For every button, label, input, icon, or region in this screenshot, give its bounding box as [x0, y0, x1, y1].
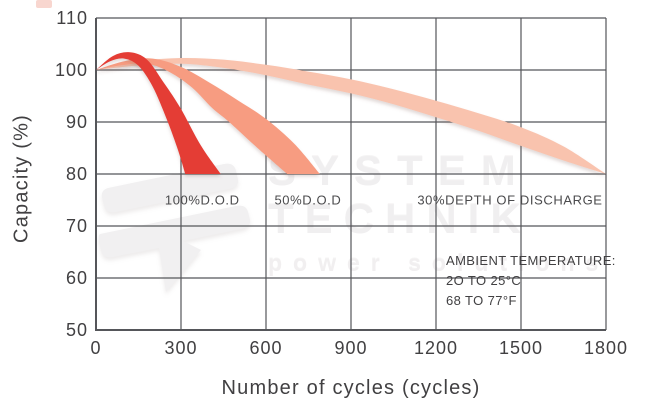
x-tick-label-1800: 1800 — [583, 338, 629, 358]
y-tick-label-110: 110 — [56, 8, 88, 28]
y-tick-label-80: 80 — [65, 164, 88, 184]
y-tick-label-70: 70 — [65, 216, 88, 236]
band-label-2: 30%DEPTH OF DISCHARGE — [417, 192, 603, 208]
brand-lightning-logo-watermark — [98, 163, 251, 292]
ambient-note-line-3: 68 TO 77°F — [446, 293, 517, 308]
x-tick-label-1500: 1500 — [498, 338, 544, 358]
y-tick-label-50: 50 — [65, 320, 88, 340]
corner-artifact — [36, 0, 52, 8]
y-tick-label-90: 90 — [65, 112, 88, 132]
y-tick-label-100: 100 — [54, 60, 88, 80]
x-tick-label-300: 300 — [164, 338, 198, 358]
x-tick-label-600: 600 — [249, 338, 283, 358]
ambient-note-line-2: 2O TO 25°C — [446, 273, 522, 288]
x-tick-label-1200: 1200 — [413, 338, 459, 358]
watermark-line-technik: TECHNIK — [268, 195, 532, 242]
x-tick-label-0: 0 — [90, 338, 102, 358]
x-tick-label-900: 900 — [334, 338, 368, 358]
ambient-note-line-1: AMBIENT TEMPERATURE: — [446, 253, 616, 268]
ambient-temperature-note: AMBIENT TEMPERATURE: 2O TO 25°C 68 TO 77… — [446, 251, 616, 311]
band-label-0: 100%D.O.D — [164, 192, 240, 208]
y-tick-label-60: 60 — [65, 268, 88, 288]
band-label-1: 50%D.O.D — [274, 192, 342, 208]
x-axis-title: Number of cycles (cycles) — [221, 377, 481, 399]
